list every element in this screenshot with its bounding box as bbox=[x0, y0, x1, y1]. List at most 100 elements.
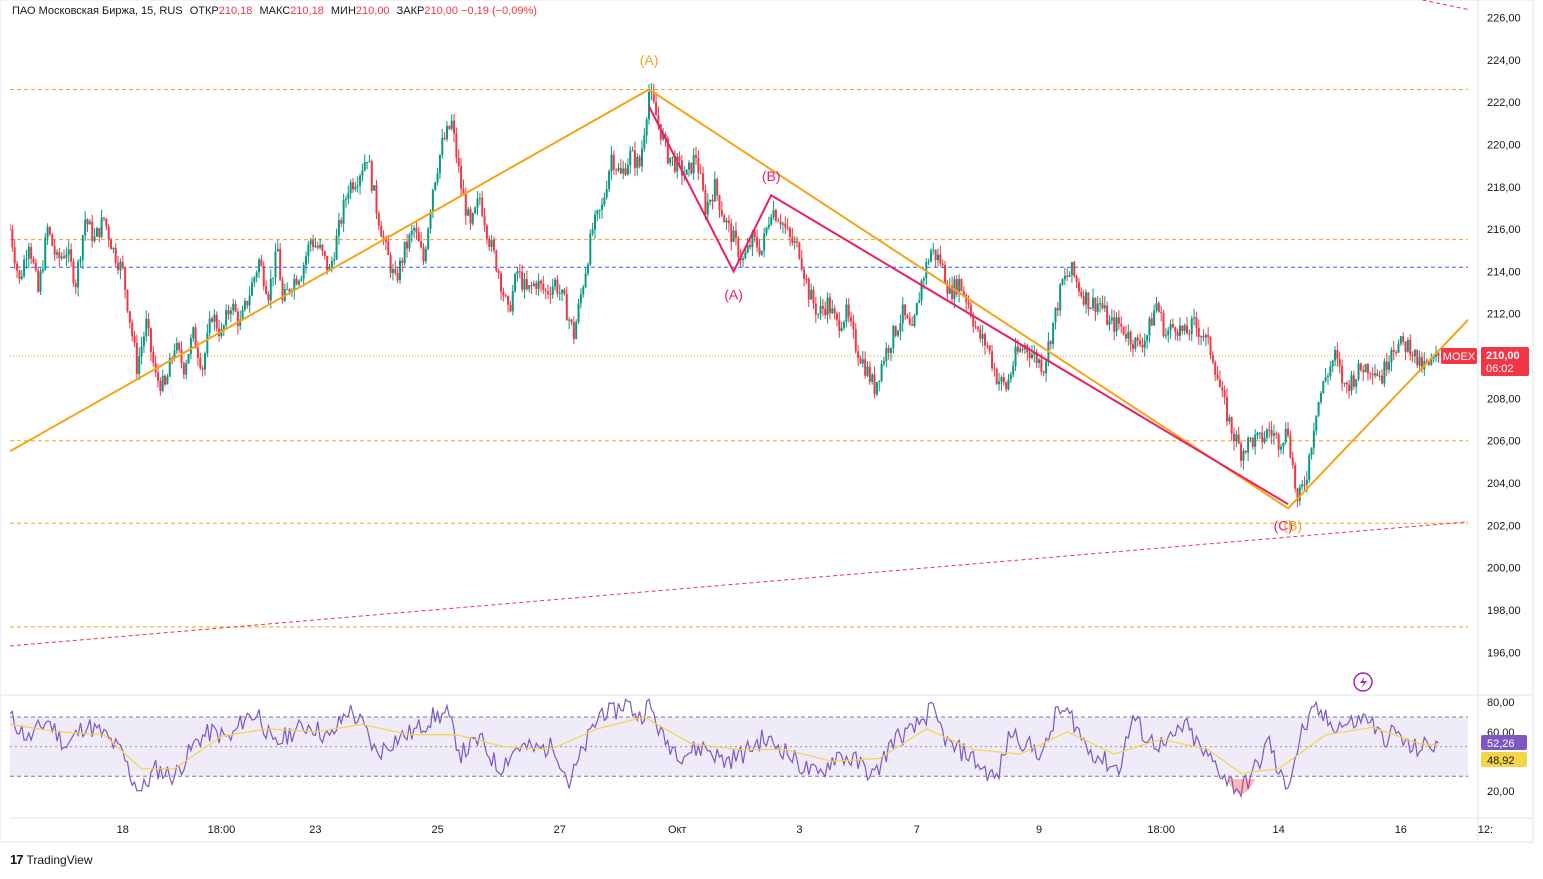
candle-body bbox=[373, 185, 376, 191]
candle-body bbox=[680, 160, 683, 176]
price-axis-tick: 212,00 bbox=[1487, 309, 1521, 321]
candle-body bbox=[1369, 373, 1372, 375]
low-value: 210,00 bbox=[355, 5, 390, 17]
candle-body bbox=[140, 346, 143, 357]
candle-body bbox=[1005, 382, 1008, 390]
candle-body bbox=[98, 228, 101, 238]
candle-body bbox=[1136, 337, 1139, 341]
candle-body bbox=[871, 374, 874, 382]
candle-body bbox=[1256, 433, 1259, 436]
candle-body bbox=[403, 241, 406, 263]
candle-body bbox=[979, 329, 982, 339]
candle-body bbox=[1162, 312, 1165, 336]
candle-body bbox=[401, 260, 404, 263]
candle-body bbox=[314, 245, 317, 247]
symbol-tag[interactable] bbox=[1441, 348, 1477, 365]
candle-body bbox=[751, 231, 754, 248]
candle-body bbox=[645, 119, 648, 136]
candle-body bbox=[744, 252, 747, 259]
candle-body bbox=[1237, 434, 1240, 444]
candle-body bbox=[1181, 325, 1184, 331]
candle-body bbox=[420, 241, 423, 248]
candle-body bbox=[1195, 317, 1198, 328]
candle-body bbox=[222, 325, 225, 330]
candle-body bbox=[126, 289, 129, 312]
candle-body bbox=[671, 156, 674, 158]
candle-body bbox=[652, 91, 655, 102]
candle-body bbox=[716, 179, 719, 196]
candle-body bbox=[63, 256, 66, 258]
candle-body bbox=[572, 322, 575, 339]
candle-body bbox=[817, 314, 820, 316]
candle-body bbox=[824, 308, 827, 316]
candle-body bbox=[1310, 447, 1313, 456]
candle-body bbox=[478, 197, 481, 199]
candle-body bbox=[424, 249, 427, 262]
candle-body bbox=[1066, 275, 1069, 277]
candle-body bbox=[152, 351, 155, 363]
candle-body bbox=[1200, 336, 1203, 338]
candle-body bbox=[368, 161, 371, 163]
lightning-icon[interactable] bbox=[1353, 672, 1373, 692]
candle-body bbox=[1160, 311, 1163, 313]
candle-body bbox=[1326, 375, 1329, 378]
candle-body bbox=[974, 326, 977, 328]
candle-body bbox=[215, 314, 218, 329]
candle-body bbox=[939, 254, 942, 264]
candle-body bbox=[918, 300, 921, 304]
candle-body bbox=[462, 188, 465, 194]
candle-body bbox=[1303, 484, 1306, 486]
elliott-wave-pink[interactable] bbox=[648, 105, 1289, 506]
candle-body bbox=[180, 349, 183, 363]
candle-body bbox=[586, 264, 589, 274]
candle-body bbox=[593, 214, 596, 230]
candle-body bbox=[300, 278, 303, 281]
candle-body bbox=[121, 261, 124, 268]
candle-body bbox=[1052, 322, 1055, 344]
candle-body bbox=[347, 193, 350, 199]
elliott-wave-orange[interactable] bbox=[10, 88, 1476, 510]
rsi-line[interactable] bbox=[10, 698, 1439, 799]
candle-body bbox=[875, 381, 878, 395]
trend-line[interactable] bbox=[1354, 0, 1476, 11]
candle-body bbox=[1289, 435, 1292, 458]
candle-body bbox=[1235, 434, 1238, 442]
candle-body bbox=[1014, 346, 1017, 367]
candle-body bbox=[718, 195, 721, 211]
candle-body bbox=[960, 279, 963, 291]
candle-body bbox=[51, 234, 54, 246]
candle-body bbox=[185, 363, 188, 375]
candle-body bbox=[187, 353, 190, 364]
candle-body bbox=[756, 237, 759, 248]
candle-body bbox=[532, 283, 535, 286]
rsi-ma-line[interactable] bbox=[10, 716, 1439, 774]
candle-body bbox=[1124, 334, 1127, 339]
candle-body bbox=[1254, 435, 1257, 447]
candle-body bbox=[793, 241, 796, 243]
candle-body bbox=[1378, 375, 1381, 377]
candle-body bbox=[565, 294, 568, 321]
candle-body bbox=[1416, 349, 1419, 366]
candle-body bbox=[157, 372, 160, 381]
candle-body bbox=[469, 209, 472, 224]
candle-body bbox=[845, 304, 848, 322]
candle-body bbox=[911, 324, 914, 326]
candle-body bbox=[920, 280, 923, 301]
candle-body bbox=[164, 375, 167, 385]
candle-body bbox=[636, 156, 639, 168]
tradingview-attribution[interactable]: 17 TradingView bbox=[10, 852, 93, 867]
candle-body bbox=[934, 249, 937, 261]
tradingview-brand: TradingView bbox=[26, 852, 93, 867]
candle-body bbox=[260, 259, 263, 266]
candle-body bbox=[1345, 382, 1348, 385]
candle-body bbox=[1404, 341, 1407, 352]
candle-body bbox=[337, 220, 340, 236]
wave-label: (C) bbox=[1274, 517, 1293, 533]
candle-body bbox=[1291, 457, 1294, 466]
candle-body bbox=[622, 168, 625, 174]
candle-body bbox=[720, 210, 723, 216]
candle-body bbox=[742, 258, 744, 261]
candle-body bbox=[37, 270, 40, 292]
trend-line[interactable] bbox=[10, 521, 1476, 647]
